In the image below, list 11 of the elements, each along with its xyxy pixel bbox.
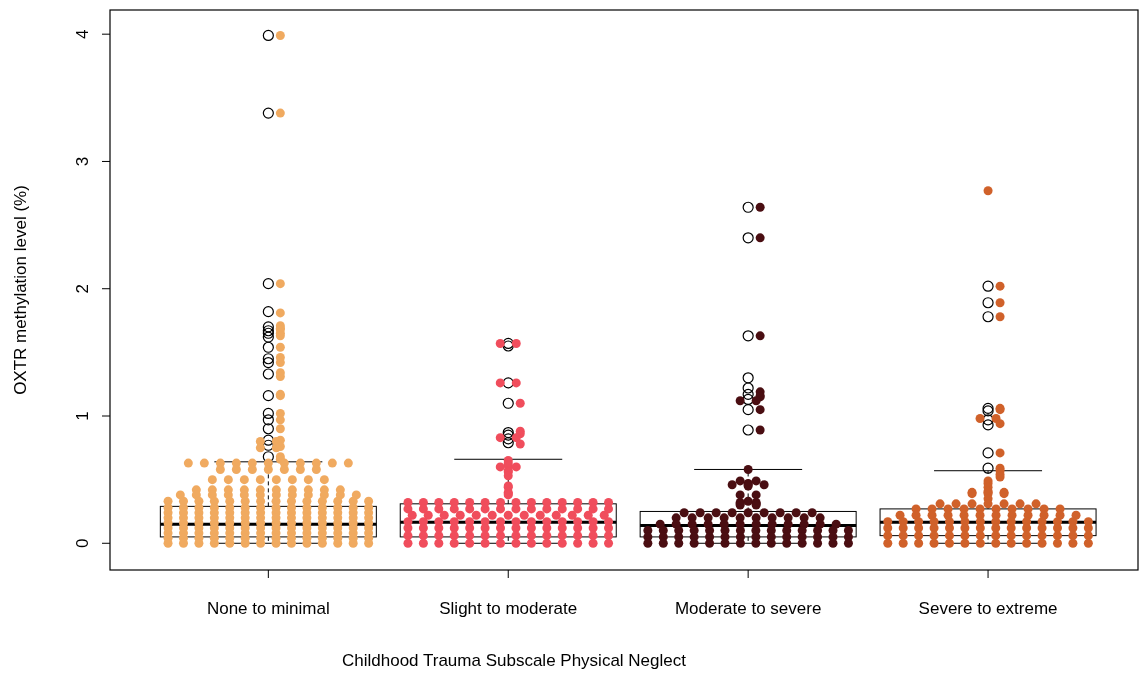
x-tick-label: Slight to moderate	[439, 599, 578, 618]
x-axis-title: Childhood Trauma Subscale Physical Neglect	[342, 651, 687, 670]
y-tick-label: 2	[73, 283, 92, 294]
y-tick-label: 4	[73, 29, 92, 39]
y-tick-label: 3	[73, 156, 92, 167]
x-tick-label: Severe to extreme	[918, 599, 1058, 618]
y-tick-label: 1	[73, 411, 92, 421]
y-tick-label: 0	[73, 538, 92, 549]
x-tick-label: Moderate to severe	[674, 599, 822, 618]
x-tick-label: None to minimal	[206, 599, 330, 618]
y-axis-title: OXTR methylation level (%)	[11, 185, 30, 395]
